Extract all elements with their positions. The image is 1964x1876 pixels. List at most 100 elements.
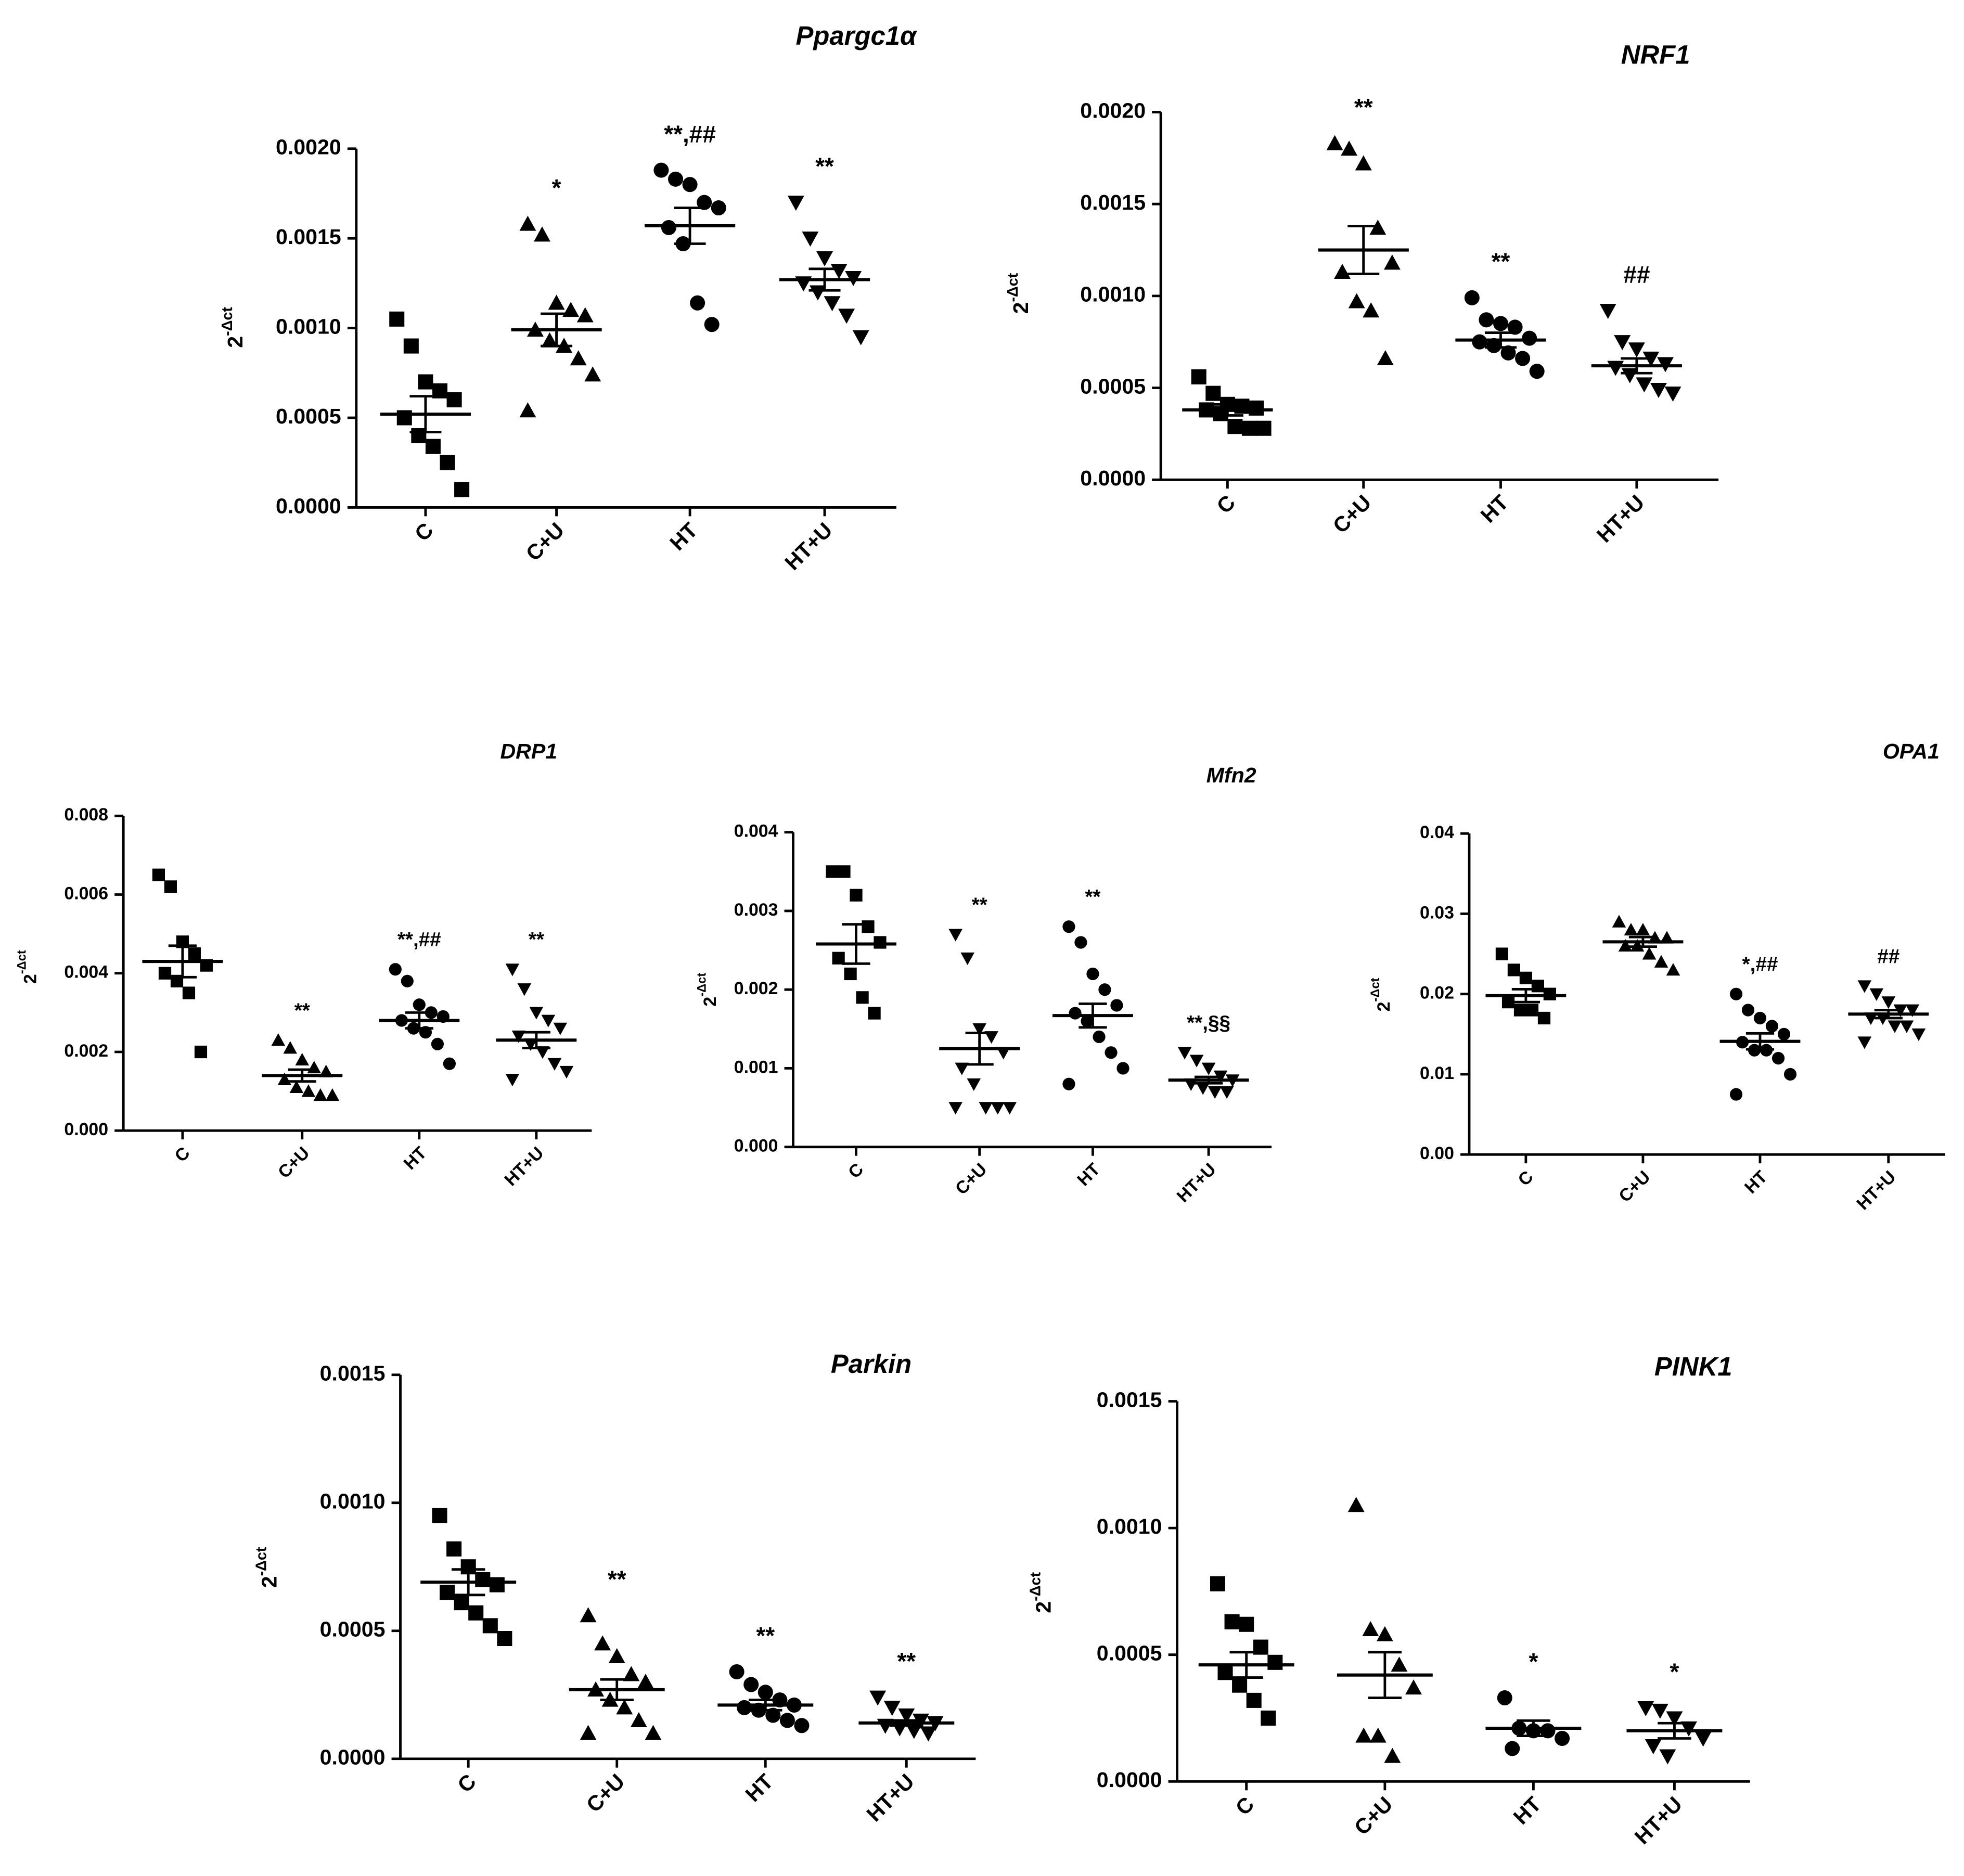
y-axis-label-base: 2 — [1374, 1001, 1394, 1011]
data-point — [1376, 1626, 1393, 1641]
error-bar — [405, 1011, 433, 1030]
data-point — [948, 1102, 962, 1115]
y-tick-label: 0.0005 — [1097, 1641, 1162, 1665]
data-point — [1599, 304, 1616, 319]
chart-title: OPA1 — [1883, 739, 1940, 763]
x-tick-label: HT — [1476, 490, 1513, 527]
data-point — [802, 232, 819, 247]
data-point — [1246, 1692, 1262, 1708]
data-point — [1741, 1004, 1755, 1017]
data-point — [850, 889, 863, 902]
data-point — [826, 865, 839, 878]
significance-label: **,## — [664, 120, 716, 147]
data-point — [852, 330, 869, 345]
data-point — [1196, 1082, 1210, 1095]
significance-label: * — [552, 174, 561, 201]
data-point — [824, 296, 841, 312]
y-axis-label-base: 2 — [1031, 1601, 1055, 1613]
chart: NRF1 2-Δct 0.0000 0.0005 0.0010 0.0015 0.0020 C… — [1005, 40, 1719, 547]
y-tick-label: 0.0005 — [320, 1617, 386, 1641]
data-point — [1630, 939, 1645, 952]
data-point — [645, 1725, 662, 1740]
y-axis-label: 2-Δct — [1369, 978, 1394, 1011]
data-point — [1334, 263, 1351, 279]
error-bar — [674, 207, 706, 245]
data-point — [188, 947, 201, 960]
y-tick-label: 0.0015 — [1080, 190, 1146, 214]
significance-label: *,## — [1742, 954, 1778, 976]
data-point — [960, 952, 974, 966]
error-bar — [1517, 1719, 1550, 1738]
data-point — [443, 1057, 456, 1070]
data-point — [1654, 955, 1668, 968]
error-bar — [808, 267, 841, 292]
x-tick-label: HT+U — [1853, 1167, 1899, 1214]
data-point — [667, 171, 684, 187]
chart-title: Ppargc1α — [796, 21, 918, 50]
data-point — [1783, 1068, 1797, 1081]
data-point — [1911, 1028, 1926, 1042]
y-axis-label-base: 2 — [700, 997, 720, 1007]
y-tick-label: 0.0010 — [1097, 1514, 1162, 1538]
data-point — [1249, 400, 1264, 416]
data-point — [559, 1065, 574, 1079]
x-tick-label: C+U — [952, 1160, 991, 1199]
x-tick-label: C — [1231, 1792, 1259, 1820]
x-tick-label: C — [171, 1143, 194, 1166]
data-point — [1729, 1088, 1743, 1101]
data-point — [1659, 1749, 1676, 1765]
y-axis-label-exponent: -Δct — [696, 973, 709, 997]
data-point — [1232, 1677, 1248, 1693]
data-point — [1612, 915, 1626, 928]
data-point — [1355, 1727, 1372, 1743]
significance-label: ** — [897, 1648, 916, 1675]
data-point — [446, 1541, 462, 1557]
data-point — [1062, 920, 1075, 933]
significance-label: ** — [294, 999, 311, 1022]
data-point — [548, 294, 565, 310]
y-axis-label-base: 2 — [223, 336, 247, 348]
error-bar — [1511, 988, 1540, 1004]
x-tick-label: C — [1212, 490, 1240, 518]
data-point — [1362, 1621, 1379, 1637]
data-point — [1383, 254, 1401, 270]
error-bar — [1368, 1651, 1402, 1699]
data-point — [1529, 364, 1545, 379]
data-point — [440, 1585, 455, 1600]
data-point — [576, 307, 594, 323]
data-point — [505, 1074, 520, 1087]
error-bar — [1874, 1009, 1903, 1020]
x-tick-label: C — [410, 518, 438, 546]
data-point — [194, 1045, 208, 1059]
data-point — [844, 967, 857, 981]
data-point — [1493, 316, 1509, 331]
data-point — [608, 1648, 625, 1664]
data-point — [541, 332, 558, 348]
data-point — [511, 1030, 526, 1044]
data-point — [307, 1060, 322, 1074]
error-bar — [842, 923, 870, 965]
error-bar — [1229, 1651, 1263, 1679]
y-axis-label-exponent: -Δct — [1027, 1572, 1044, 1601]
data-point — [787, 196, 804, 211]
error-bar — [1484, 331, 1517, 349]
data-point — [653, 162, 669, 178]
data-point — [1515, 351, 1531, 366]
data-point — [838, 309, 855, 324]
y-axis-label-base: 2 — [1009, 302, 1033, 314]
data-point — [475, 1572, 491, 1587]
data-point — [1537, 1011, 1551, 1025]
data-point — [403, 338, 419, 354]
significance-label: **,§§ — [1187, 1012, 1230, 1034]
data-point — [1664, 387, 1681, 402]
significance-label: ** — [756, 1622, 775, 1649]
data-point — [283, 1041, 298, 1054]
data-point — [630, 1712, 647, 1728]
data-point — [1881, 996, 1896, 1009]
data-point — [164, 880, 177, 893]
x-tick-label: HT — [1073, 1159, 1104, 1190]
y-axis-label-base: 2 — [257, 1576, 281, 1588]
data-point — [1507, 963, 1520, 976]
chart-title: NRF1 — [1621, 40, 1690, 70]
data-point — [1213, 406, 1228, 421]
